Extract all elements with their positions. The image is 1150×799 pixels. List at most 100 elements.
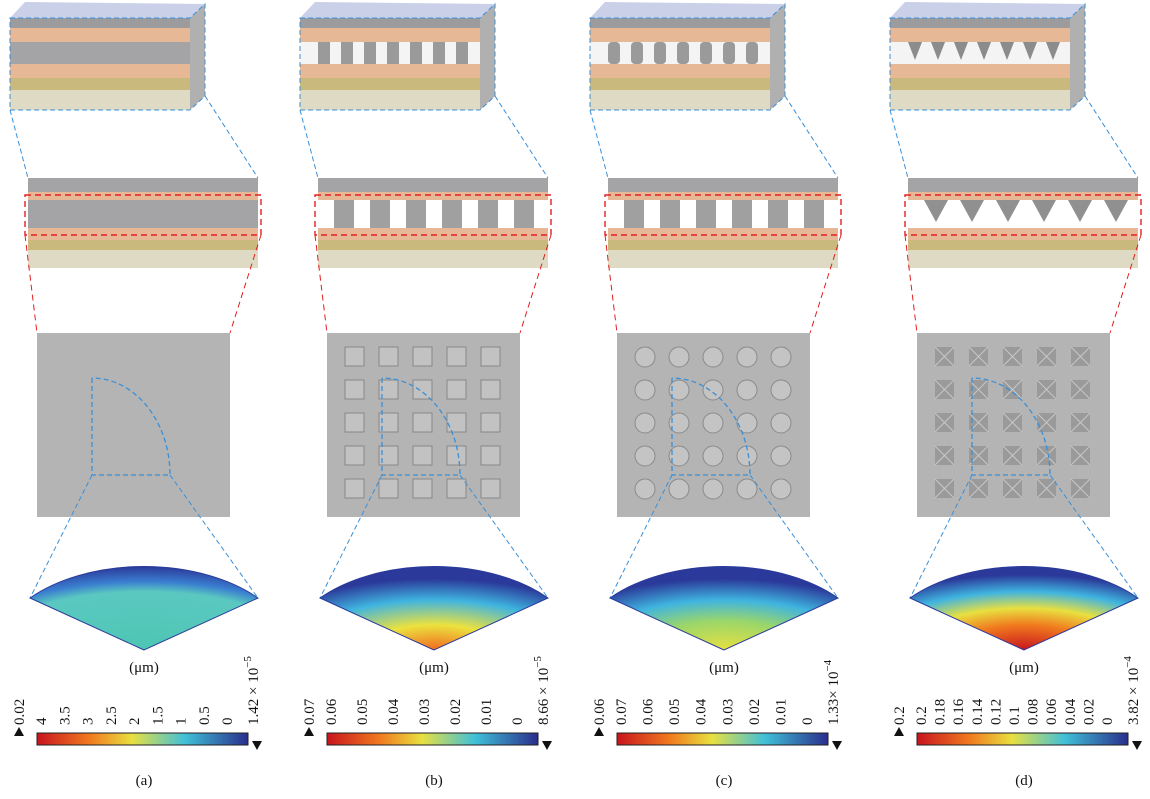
section-layer [318,192,548,200]
colorbar-min: 3.82 × 10−4 [1122,656,1142,725]
plate-feature [737,347,757,367]
plate-feature [771,479,791,499]
stack-side [190,4,205,110]
max-marker [894,727,904,736]
stack-pillar [433,42,445,64]
colorbar-tick: 0 [800,718,816,726]
stack-layer [10,64,190,78]
connector [495,96,548,178]
colorbar-min-exponent: −5 [532,656,544,668]
stack-layer [590,78,770,90]
section-layer [908,250,1138,268]
colorbar-tick: 0.04 [694,698,710,725]
panel: (μm)0.20.20.180.160.140.120.10.080.060.0… [890,2,1142,789]
colorbar-tick: 0.06 [641,698,657,725]
plate-feature [413,446,432,465]
colorbar-tick: 0.04 [386,698,402,725]
colorbar-tick: 0 [1100,718,1116,726]
section-layer [28,240,258,250]
plate-feature [771,380,791,400]
section-layer [608,250,838,268]
result-fan [30,566,258,650]
stack-layer [10,90,190,110]
unit-label: (μm) [419,660,449,676]
colorbar-tick: 4 [34,717,50,725]
section-layer [908,192,1138,200]
colorbar-min: 1.33× 10−4 [822,659,842,725]
plate-feature [635,479,655,499]
plate-feature [481,479,500,498]
stack-layer [890,64,1070,78]
section-layer [608,192,838,200]
section-layer [608,228,838,240]
section-pillar [478,200,498,228]
max-marker [594,727,604,736]
plate-feature [669,479,689,499]
min-marker [542,741,552,750]
plate-feature [703,380,723,400]
plate-feature [703,446,723,466]
connector [590,110,608,178]
panel: (μm)0.070.060.050.040.030.020.0108.66 × … [300,2,552,789]
colorbar-tick: 2.5 [104,706,120,725]
plate-feature [703,413,723,433]
colorbar [327,733,538,745]
section-pillar [406,200,426,228]
unit-label: (μm) [1009,660,1039,676]
plate-feature [345,413,364,432]
stack-layer [300,78,480,90]
min-marker [252,741,262,750]
colorbar-min-exponent: −5 [242,656,254,668]
colorbar-min-base: 1.33× 10 [826,672,842,725]
plate-feature [737,413,757,433]
colorbar-tick: 1 [174,718,190,726]
figure: (μm)0.0243.532.521.510.501.42 × 10−5(a)(… [0,0,1150,799]
colorbar-tick: 0.03 [417,699,433,725]
section-layer [28,192,258,200]
colorbar-min: 8.66 × 10−5 [532,656,552,725]
stack-pillar [723,42,735,64]
stack-pillar [387,42,399,64]
stack-layer [10,28,190,42]
colorbar-tick: 0.08 [1026,699,1042,725]
stack-pillar [318,42,330,64]
plate-feature [447,380,466,399]
plate-feature [635,347,655,367]
stack-side [1070,4,1085,110]
section-layer [908,178,1138,192]
plate-feature [635,380,655,400]
plate-feature [447,479,466,498]
colorbar [37,733,248,745]
panel-label: (d) [1015,773,1033,789]
stack-layer [10,18,190,28]
colorbar-tick: 0 [510,718,526,726]
colorbar-tick: 0.02 [747,699,763,725]
stack-pillar [677,42,689,64]
plate-feature [413,479,432,498]
plate-feature [703,347,723,367]
plate-feature [771,413,791,433]
connector [205,96,258,178]
stack-pillar [631,42,643,64]
section-pillar [732,200,752,228]
stack-layer [590,18,770,28]
plate-feature [413,347,432,366]
stack-top [10,2,205,18]
plate-feature [481,413,500,432]
section-layer [28,250,258,268]
colorbar-min: 1.42 × 10−5 [242,656,262,725]
section-layer [318,240,548,250]
stack-layer [890,78,1070,90]
plate-feature [703,479,723,499]
colorbar-min-exponent: −4 [1122,656,1134,668]
plate-feature [737,380,757,400]
section-pillar [370,200,390,228]
colorbar-tick: 0.18 [933,699,949,725]
section-layer [608,240,838,250]
section-pillar [696,200,716,228]
connector [1085,96,1138,178]
colorbar-tick: 2 [127,718,143,726]
plate-feature [481,380,500,399]
stack-pillar [364,42,376,64]
unit-label: (μm) [709,660,739,676]
